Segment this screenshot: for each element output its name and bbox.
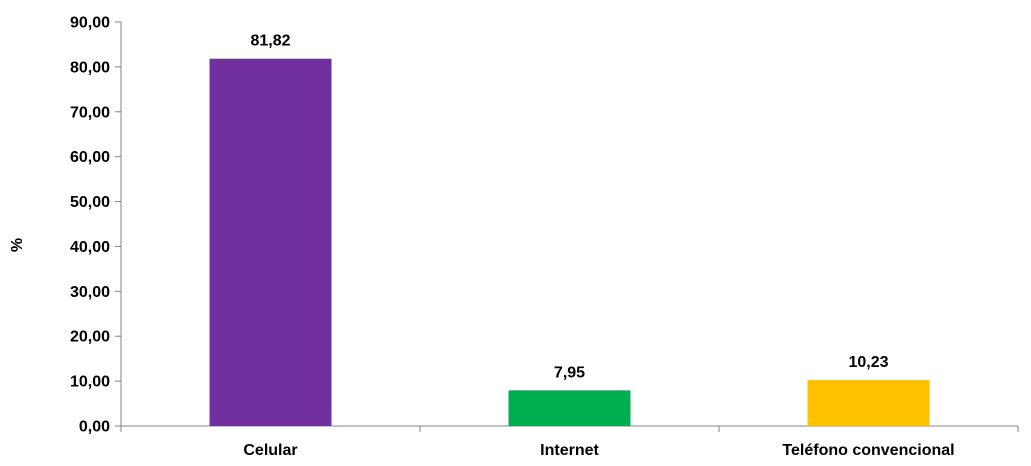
y-tick-label: 60,00 <box>70 149 110 166</box>
y-tick-label: 50,00 <box>70 194 110 211</box>
x-category-label: Internet <box>540 442 599 459</box>
bar-internet <box>508 390 631 426</box>
bar-celular <box>209 58 332 426</box>
data-label: 81,82 <box>250 33 290 50</box>
data-label: 10,23 <box>848 354 888 371</box>
x-category-label: Teléfono convencional <box>782 442 954 459</box>
y-tick-label: 0,00 <box>79 419 110 436</box>
y-tick-label: 90,00 <box>70 15 110 32</box>
y-tick-label: 80,00 <box>70 59 110 76</box>
data-label: 7,95 <box>554 364 585 381</box>
y-tick-label: 10,00 <box>70 374 110 391</box>
bar-tel-fono-convencional <box>807 380 930 426</box>
y-tick-label: 40,00 <box>70 239 110 256</box>
y-tick-label: 70,00 <box>70 104 110 121</box>
y-tick-label: 20,00 <box>70 329 110 346</box>
y-tick-label: 30,00 <box>70 284 110 301</box>
x-category-label: Celular <box>243 442 297 459</box>
y-axis-title: % <box>9 238 26 252</box>
